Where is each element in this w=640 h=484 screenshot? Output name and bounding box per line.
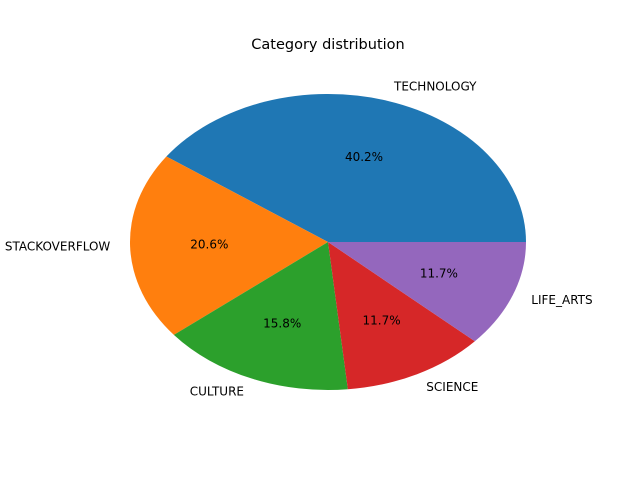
slice-label-science: SCIENCE bbox=[426, 380, 478, 394]
chart-title: Category distribution bbox=[251, 37, 404, 53]
percent-label-stackoverflow: 20.6% bbox=[190, 237, 228, 251]
slice-label-technology: TECHNOLOGY bbox=[393, 79, 477, 93]
pie-slice-science bbox=[328, 242, 475, 390]
percent-label-culture: 15.8% bbox=[263, 316, 301, 330]
pie-slice-stackoverflow bbox=[129, 156, 328, 335]
pie-slice-life-arts bbox=[328, 242, 526, 342]
pie-slice-culture bbox=[173, 242, 348, 390]
slice-label-life-arts: LIFE_ARTS bbox=[531, 293, 592, 307]
pie-slice-technology bbox=[166, 93, 527, 242]
percent-label-technology: 40.2% bbox=[345, 150, 383, 164]
pie-percent-labels: 40.2% 20.6% 15.8% 11.7% 11.7% bbox=[190, 150, 458, 331]
percent-label-science: 11.7% bbox=[363, 314, 401, 328]
pie-labels: TECHNOLOGY STACKOVERFLOW CULTURE SCIENCE LIF… bbox=[5, 79, 593, 398]
pie-slices bbox=[129, 93, 527, 390]
percent-label-life-arts: 11.7% bbox=[420, 266, 458, 280]
slice-label-stackoverflow: STACKOVERFLOW bbox=[5, 240, 111, 254]
slice-label-culture: CULTURE bbox=[190, 385, 244, 399]
